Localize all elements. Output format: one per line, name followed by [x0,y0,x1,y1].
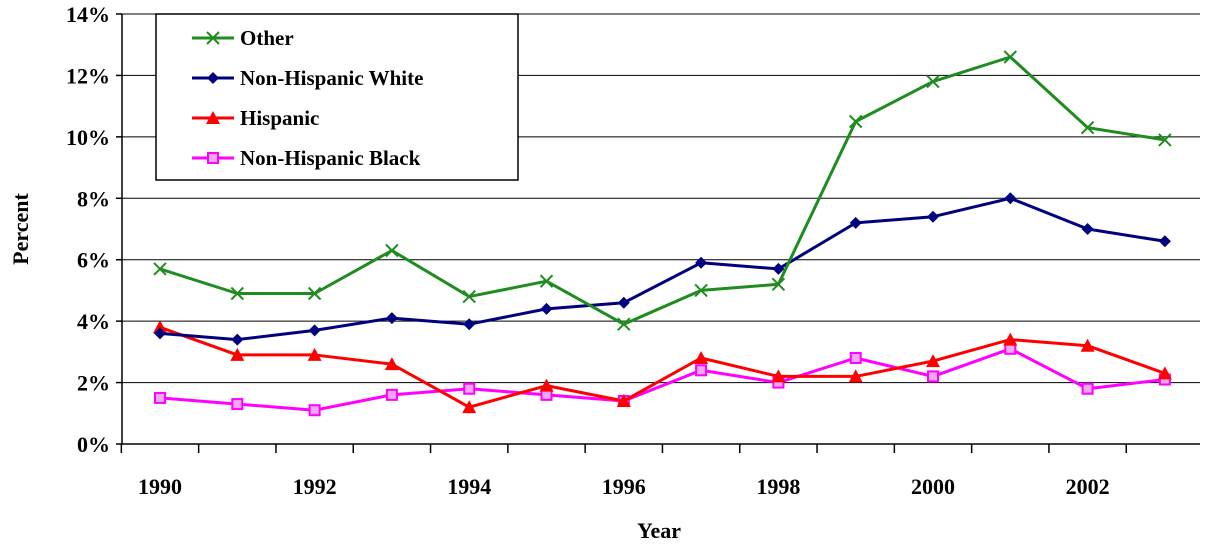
marker-diamond [927,210,939,223]
marker-x [230,286,245,301]
series-hispanic [153,320,1172,414]
marker-square [463,382,476,395]
marker-x [462,289,476,304]
marker-triangle [926,354,940,368]
legend: Other Non-Hispanic White Hispanic Non-Hispa… [155,13,519,181]
marker-triangle [384,357,399,371]
series-line [159,347,1166,412]
marker-diamond [231,333,244,346]
y-tick-label: 0% [77,432,110,457]
marker-triangle [153,320,167,334]
marker-x [926,74,940,89]
marker-diamond [154,327,166,340]
y-tick-label: 6% [77,248,110,273]
series-other [153,50,1172,331]
marker-diamond [308,324,321,337]
series-line [159,55,1166,326]
marker-x [694,283,708,298]
x-tick-label: 2002 [1066,474,1110,499]
x-tick-label: 1994 [447,474,491,499]
x-tick-label: 1990 [138,474,182,499]
marker-x [206,31,220,45]
y-axis-ticks: 0% 2% 4% 6% 8% 10% 12% 14% [66,2,122,457]
marker-triangle [694,351,709,364]
axes [121,14,1200,445]
y-tick-label: 2% [77,371,110,396]
legend-entry: Other [192,26,294,50]
marker-triangle [539,378,554,392]
marker-diamond [772,262,785,275]
marker-diamond [617,296,630,309]
marker-triangle [307,347,322,361]
marker-triangle [206,111,220,124]
marker-diamond [695,256,708,269]
marker-diamond [849,216,862,229]
marker-diamond [1081,223,1094,235]
marker-triangle [1003,332,1018,346]
marker-square [385,388,398,401]
marker-x [385,243,399,258]
marker-x [1080,120,1095,135]
legend-label: Non-Hispanic Black [240,146,421,170]
series-non-hispanic-black [154,342,1171,417]
marker-square [927,370,939,383]
series-line [159,325,1166,409]
marker-triangle [1157,366,1172,380]
series-line [159,196,1166,342]
x-tick-label: 1992 [293,474,337,499]
legend-label: Hispanic [240,106,319,130]
marker-triangle [771,369,786,383]
marker-diamond [385,312,398,325]
x-tick-label: 1996 [602,474,646,499]
marker-triangle [616,394,631,407]
marker-square [1081,382,1094,395]
legend-entry: Non-Hispanic White [192,66,423,90]
x-axis-ticks: 1990 1992 1994 1996 1998 2000 2002 [120,444,1127,499]
y-tick-label: 4% [77,309,110,334]
marker-x [153,262,167,276]
marker-triangle [848,369,863,383]
marker-triangle [462,400,477,414]
legend-label: Other [240,26,294,50]
marker-triangle [1080,338,1095,352]
marker-triangle [230,347,245,361]
marker-square [231,398,244,411]
marker-diamond [1158,235,1171,248]
y-tick-label: 8% [77,186,110,211]
marker-x [848,114,863,129]
marker-x [771,277,786,291]
marker-square [695,364,708,377]
data-series [153,50,1172,417]
marker-square [849,352,862,364]
marker-diamond [1004,192,1017,205]
marker-x [1003,50,1018,64]
y-axis-title: Percent [8,193,33,265]
marker-square [207,152,219,164]
x-tick-label: 2000 [911,474,955,499]
marker-square [308,404,321,417]
legend-entry: Non-Hispanic Black [192,146,421,170]
series-non-hispanic-white [154,192,1171,346]
legend-entry: Hispanic [192,106,319,130]
x-tick-label: 1998 [756,474,800,499]
marker-diamond [207,72,219,84]
marker-x [539,274,554,288]
marker-diamond [463,318,476,331]
y-tick-label: 14% [66,2,110,27]
marker-x [1158,133,1172,147]
y-tick-label: 12% [66,63,110,88]
marker-square [154,391,166,404]
y-tick-label: 10% [66,125,110,150]
marker-diamond [540,302,553,315]
legend-label: Non-Hispanic White [240,66,423,90]
marker-x [617,317,631,331]
marker-x [307,286,322,301]
x-axis-title: Year [637,518,681,543]
